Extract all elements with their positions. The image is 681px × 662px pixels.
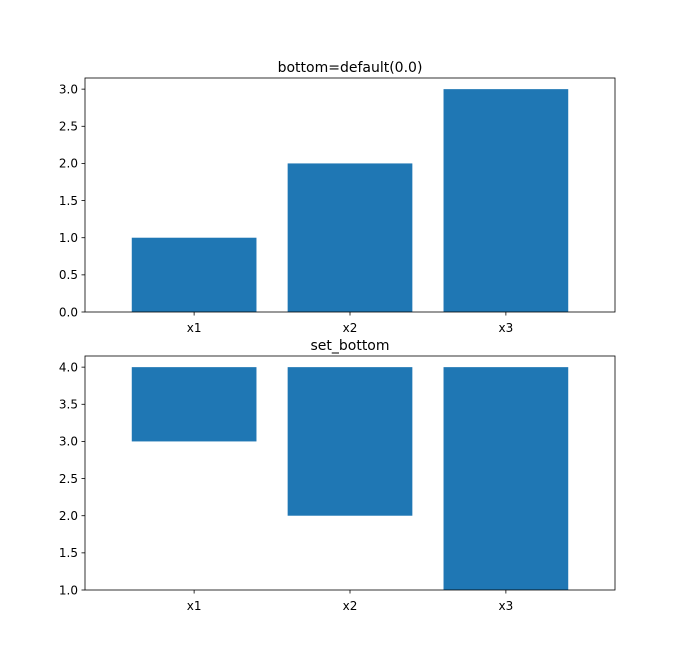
top-bars: [131, 89, 569, 312]
bottom-ytick-label: 3.5: [59, 398, 78, 412]
bottom-xtick-label: x1: [187, 599, 202, 613]
bottom-bar-x3: [443, 367, 569, 590]
bottom-ytick-label: 2.5: [59, 472, 78, 486]
top-ytick-label: 3.0: [59, 82, 78, 96]
top-ytick-label: 1.5: [59, 194, 78, 208]
top-ytick-label: 2.0: [59, 157, 78, 171]
bottom-ytick-label: 1.5: [59, 546, 78, 560]
bottom-ytick-label: 2.0: [59, 509, 78, 523]
top-ytick-label: 0.5: [59, 268, 78, 282]
bottom-ytick-label: 3.0: [59, 435, 78, 449]
top-xtick-label: x1: [187, 321, 202, 335]
bottom-ytick-label: 4.0: [59, 360, 78, 374]
top-subplot-title: bottom=default(0.0): [278, 60, 423, 76]
top-xtick-label: x2: [343, 321, 358, 335]
top-bar-x2: [287, 163, 413, 312]
bottom-bars: [131, 367, 569, 590]
top-ytick-label: 2.5: [59, 120, 78, 134]
bottom-subplot: set_bottom 1.0 1.5 2.0 2.5 3.0 3.5 4.0 x1 x2 x3: [59, 338, 616, 613]
top-bar-x3: [443, 89, 569, 312]
bottom-subplot-title: set_bottom: [310, 338, 389, 354]
bottom-xtick-label: x2: [343, 599, 358, 613]
top-ytick-label: 1.0: [59, 231, 78, 245]
bottom-xtick-label: x3: [499, 599, 514, 613]
top-ytick-label: 0.0: [59, 305, 78, 319]
top-subplot: bottom=default(0.0) 0.0 0.5 1.0 1.5 2.0 2.5 3.…: [59, 60, 616, 335]
top-bar-x1: [131, 237, 257, 312]
bottom-ytick-label: 1.0: [59, 583, 78, 597]
top-xtick-label: x3: [499, 321, 514, 335]
bottom-bar-x2: [287, 367, 413, 516]
bottom-bar-x1: [131, 367, 257, 442]
